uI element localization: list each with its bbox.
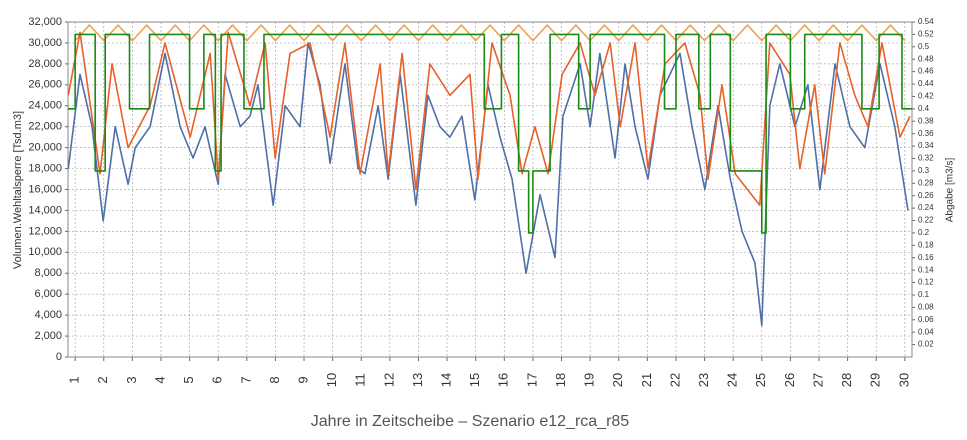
y2-tick-label: 0.3 — [918, 166, 930, 175]
y-tick-label: 14,000 — [28, 204, 62, 216]
y-tick-label: 18,000 — [28, 162, 62, 174]
y-tick-label: 20,000 — [28, 142, 62, 154]
y2-tick-label: 0.34 — [918, 141, 934, 150]
y2-tick-label: 0.48 — [918, 54, 934, 63]
plot-frame — [67, 21, 913, 358]
y-tick-label: 12,000 — [28, 225, 62, 237]
y-tick-label: 24,000 — [28, 100, 62, 112]
x-tick-label: 28 — [839, 373, 854, 387]
y2-tick-label: 0.5 — [918, 42, 930, 51]
y2-tick-label: 0.44 — [918, 79, 934, 88]
y2-tick-label: 0.36 — [918, 129, 934, 138]
x-tick-label: 25 — [753, 373, 768, 387]
series-line — [67, 31, 911, 207]
x-tick-label: 26 — [782, 373, 797, 387]
y2-tick-label: 0.4 — [918, 104, 930, 113]
y-tick-label: 32,000 — [28, 16, 62, 28]
x-tick-label: 29 — [868, 373, 883, 387]
y2-tick-label: 0.1 — [918, 290, 930, 299]
x-tick-label: 14 — [439, 373, 454, 387]
x-tick-label: 13 — [410, 373, 425, 387]
x-tick-label: 10 — [324, 373, 339, 387]
y2-tick-label: 0.42 — [918, 92, 934, 101]
y2-tick-label: 0.54 — [918, 17, 934, 26]
x-tick-label: 18 — [553, 373, 568, 387]
x-tick-label: 9 — [295, 376, 310, 383]
y2-tick-label: 0.46 — [918, 67, 934, 76]
y2-tick-label: 0.16 — [918, 253, 934, 262]
x-tick-label: 2 — [95, 376, 110, 383]
x-tick-label: 5 — [181, 376, 196, 383]
y2-tick-label: 0.52 — [918, 30, 934, 39]
x-tick-label: 17 — [524, 373, 539, 387]
y2-axis-title: Abgabe [m3/s] — [945, 158, 956, 223]
y2-tick-label: 0.12 — [918, 278, 934, 287]
x-tick-label: 16 — [496, 373, 511, 387]
series-line — [74, 24, 906, 42]
x-tick-label: 11 — [353, 373, 368, 387]
x-tick-label: 7 — [238, 376, 253, 383]
y-tick-label: 10,000 — [28, 246, 62, 258]
y2-tick-label: 0.26 — [918, 191, 934, 200]
y-tick-label: 6,000 — [34, 288, 62, 300]
y2-tick-label: 0.28 — [918, 178, 934, 187]
y2-tick-label: 0.22 — [918, 216, 934, 225]
x-tick-label: 20 — [610, 373, 625, 387]
x-tick-label: 1 — [67, 376, 82, 383]
x-tick-label: 3 — [124, 376, 139, 383]
y-tick-label: 2,000 — [34, 330, 62, 342]
y-tick-label: 16,000 — [28, 183, 62, 195]
x-axis-title: Jahre in Zeitscheibe – Szenario e12_rca_… — [311, 413, 630, 430]
y2-tick-label: 0.38 — [918, 116, 934, 125]
x-tick-label: 12 — [381, 373, 396, 387]
x-tick-label: 4 — [152, 376, 167, 383]
x-tick-label: 6 — [210, 376, 225, 383]
x-tick-label: 22 — [667, 373, 682, 387]
x-tick-label: 23 — [696, 373, 711, 387]
y2-tick-label: 0.06 — [918, 315, 934, 324]
x-tick-label: 8 — [267, 376, 282, 383]
x-tick-label: 30 — [896, 373, 911, 387]
y2-tick-label: 0.32 — [918, 154, 934, 163]
y2-tick-label: 0.24 — [918, 203, 934, 212]
y2-tick-label: 0.02 — [918, 340, 934, 349]
x-tick-label: 27 — [810, 373, 825, 387]
y-tick-label: 4,000 — [34, 309, 62, 321]
series-line — [68, 33, 912, 234]
x-tick-label: 15 — [467, 373, 482, 387]
x-tick-label: 24 — [725, 373, 740, 387]
y-tick-label: 28,000 — [28, 58, 62, 70]
y-tick-label: 22,000 — [28, 121, 62, 133]
y-tick-label: 26,000 — [28, 79, 62, 91]
y2-tick-label: 0.18 — [918, 240, 934, 249]
y2-tick-label: 0.08 — [918, 302, 934, 311]
y-tick-label: 30,000 — [28, 37, 62, 49]
y2-tick-label: 0.14 — [918, 265, 934, 274]
y2-tick-label: 0.2 — [918, 228, 930, 237]
series-line — [67, 42, 909, 327]
y-axis-title: Volumen.Wehltalsperre [Tsd.m3] — [12, 111, 24, 269]
y2-tick-label: 0.04 — [918, 327, 934, 336]
y-tick-label: 0 — [56, 351, 62, 363]
x-tick-label: 21 — [639, 373, 654, 387]
x-tick-label: 19 — [582, 373, 597, 387]
y-tick-label: 8,000 — [34, 267, 62, 279]
